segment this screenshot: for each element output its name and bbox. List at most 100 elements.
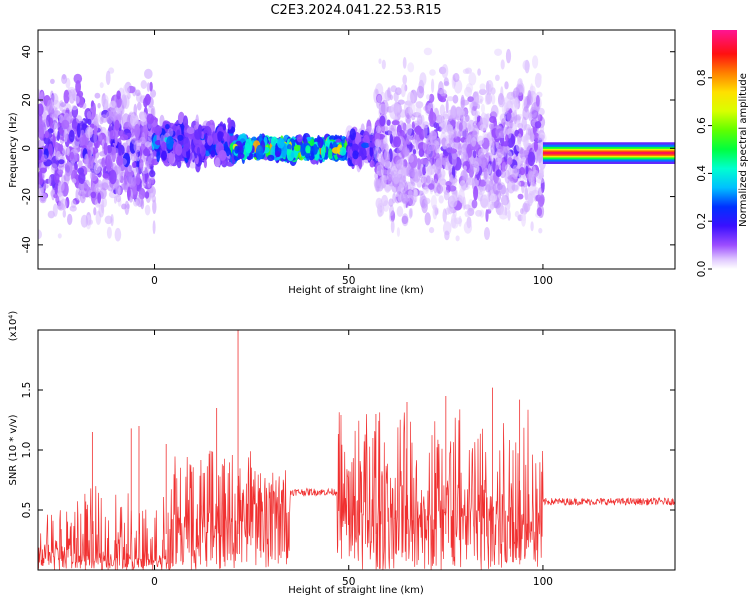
spectrogram-blob	[413, 139, 418, 148]
spectrogram-blob	[75, 80, 81, 94]
spectrogram-blob	[99, 187, 107, 199]
spectrogram-y-ticks: -40 -20 0 20 40	[21, 45, 675, 253]
spectrogram-blob	[396, 206, 404, 217]
spectrogram-blob	[227, 122, 232, 130]
spectrogram-blob	[448, 194, 458, 208]
spectrogram-blob	[141, 171, 146, 187]
spectrogram-y-tick-label: 40	[21, 45, 33, 58]
spectrogram-blob	[507, 157, 513, 165]
spectrogram-blob	[50, 78, 55, 84]
spectrogram-blob	[119, 134, 129, 141]
spectrogram-blob	[439, 114, 444, 128]
spectrogram-blob	[443, 77, 449, 86]
spectrogram-blob	[61, 74, 68, 85]
spectrogram-blob	[401, 213, 409, 227]
spectrogram-blob	[126, 173, 133, 188]
spectrogram-blob	[114, 133, 118, 146]
spectrogram-blob	[133, 199, 139, 207]
spectrogram-blob	[441, 63, 449, 79]
spectrogram-blob	[54, 141, 59, 150]
spectrogram-blob	[373, 147, 382, 162]
spectrogram-blob	[161, 141, 167, 151]
spectrogram-blob	[106, 226, 112, 239]
spectrogram-blob	[140, 80, 147, 89]
spectrogram-blob	[499, 113, 507, 123]
spectrogram-blob	[450, 217, 459, 229]
spectrogram-blob	[339, 147, 347, 156]
spectrogram-blob	[300, 143, 307, 157]
spectrogram-band-segment	[542, 151, 675, 155]
spectrogram-blob	[479, 98, 483, 105]
spectrogram-blob	[472, 150, 477, 159]
spectrogram-blob	[90, 191, 97, 199]
colorbar-tick-label: 0.0	[696, 261, 708, 278]
spectrogram-blob	[70, 151, 75, 160]
spectrogram-blob	[255, 144, 264, 160]
spectrogram-blob	[52, 203, 58, 217]
spectrogram-blob	[527, 191, 536, 204]
spectrogram-blob	[381, 59, 386, 70]
spectrogram-blob	[87, 118, 92, 125]
spectrogram-blob	[129, 195, 133, 203]
colorbar-tick-label: 0.8	[696, 69, 708, 86]
spectrogram-blob	[139, 162, 144, 168]
spectrogram-blob	[489, 116, 497, 123]
spectrogram-blob	[442, 169, 446, 178]
spectrogram-blob	[419, 158, 429, 165]
spectrogram-blob	[63, 89, 70, 104]
spectrogram-blob	[424, 102, 431, 114]
spectrogram-blob	[92, 103, 96, 118]
spectrogram-blob	[38, 147, 42, 159]
spectrogram-blob	[458, 109, 465, 116]
spectrogram-blob	[144, 141, 152, 148]
spectrogram-blob	[442, 221, 452, 236]
spectrogram-blob	[89, 169, 98, 182]
spectrogram-blob	[59, 114, 64, 124]
spectrogram-blob	[97, 192, 102, 204]
spectrogram-blob	[424, 197, 431, 205]
spectrogram-blob	[194, 129, 202, 140]
spectrogram-blob	[472, 126, 480, 138]
spectrogram-blob	[535, 95, 540, 107]
spectrogram-blob	[396, 227, 400, 237]
spectrogram-blob	[532, 55, 539, 69]
spectrogram-blob	[277, 137, 285, 149]
spectrogram-x-tick-label: 100	[533, 275, 553, 287]
spectrogram-blob	[204, 132, 208, 144]
spectrogram-blob	[42, 183, 49, 189]
spectrogram-blob	[38, 138, 45, 149]
spectrogram-blob	[464, 114, 470, 122]
spectrogram-blob	[93, 207, 97, 216]
spectrogram-blob	[175, 143, 183, 156]
spectrogram-blob	[141, 112, 147, 123]
spectrogram-blob	[477, 186, 485, 196]
spectrogram-blob	[535, 73, 542, 81]
colorbar-tick-label: 0.6	[696, 117, 708, 134]
spectrogram-blob	[423, 47, 433, 56]
spectrogram-blob	[449, 148, 458, 154]
spectrogram-blob	[274, 150, 281, 158]
spectrogram-blob	[328, 148, 333, 160]
spectrogram-blob	[488, 123, 493, 129]
spectrogram-blob	[471, 137, 477, 147]
spectrogram-blob	[479, 124, 487, 132]
spectrogram-blob	[471, 199, 478, 209]
spectrogram-blob	[504, 95, 511, 111]
snr-x-label: Height of straight line (km)	[288, 585, 424, 596]
spectrogram-blob	[505, 48, 512, 64]
spectrogram-blob	[459, 180, 467, 193]
spectrogram-blob	[358, 155, 363, 170]
spectrogram-blob	[391, 120, 400, 126]
spectrogram-blob	[331, 147, 341, 154]
spectrogram-blob	[186, 126, 195, 135]
spectrogram-blob	[414, 125, 422, 135]
spectrogram-y-tick-label: 0	[21, 145, 33, 152]
snr-scale-note: (x10⁴)	[8, 311, 19, 342]
spectrogram-blob	[97, 133, 103, 142]
spectrogram-blob	[534, 120, 542, 129]
spectrogram-blob	[382, 169, 389, 175]
spectrogram-blob	[481, 103, 485, 114]
spectrogram-blob	[475, 91, 479, 98]
spectrogram-blob	[429, 69, 436, 76]
